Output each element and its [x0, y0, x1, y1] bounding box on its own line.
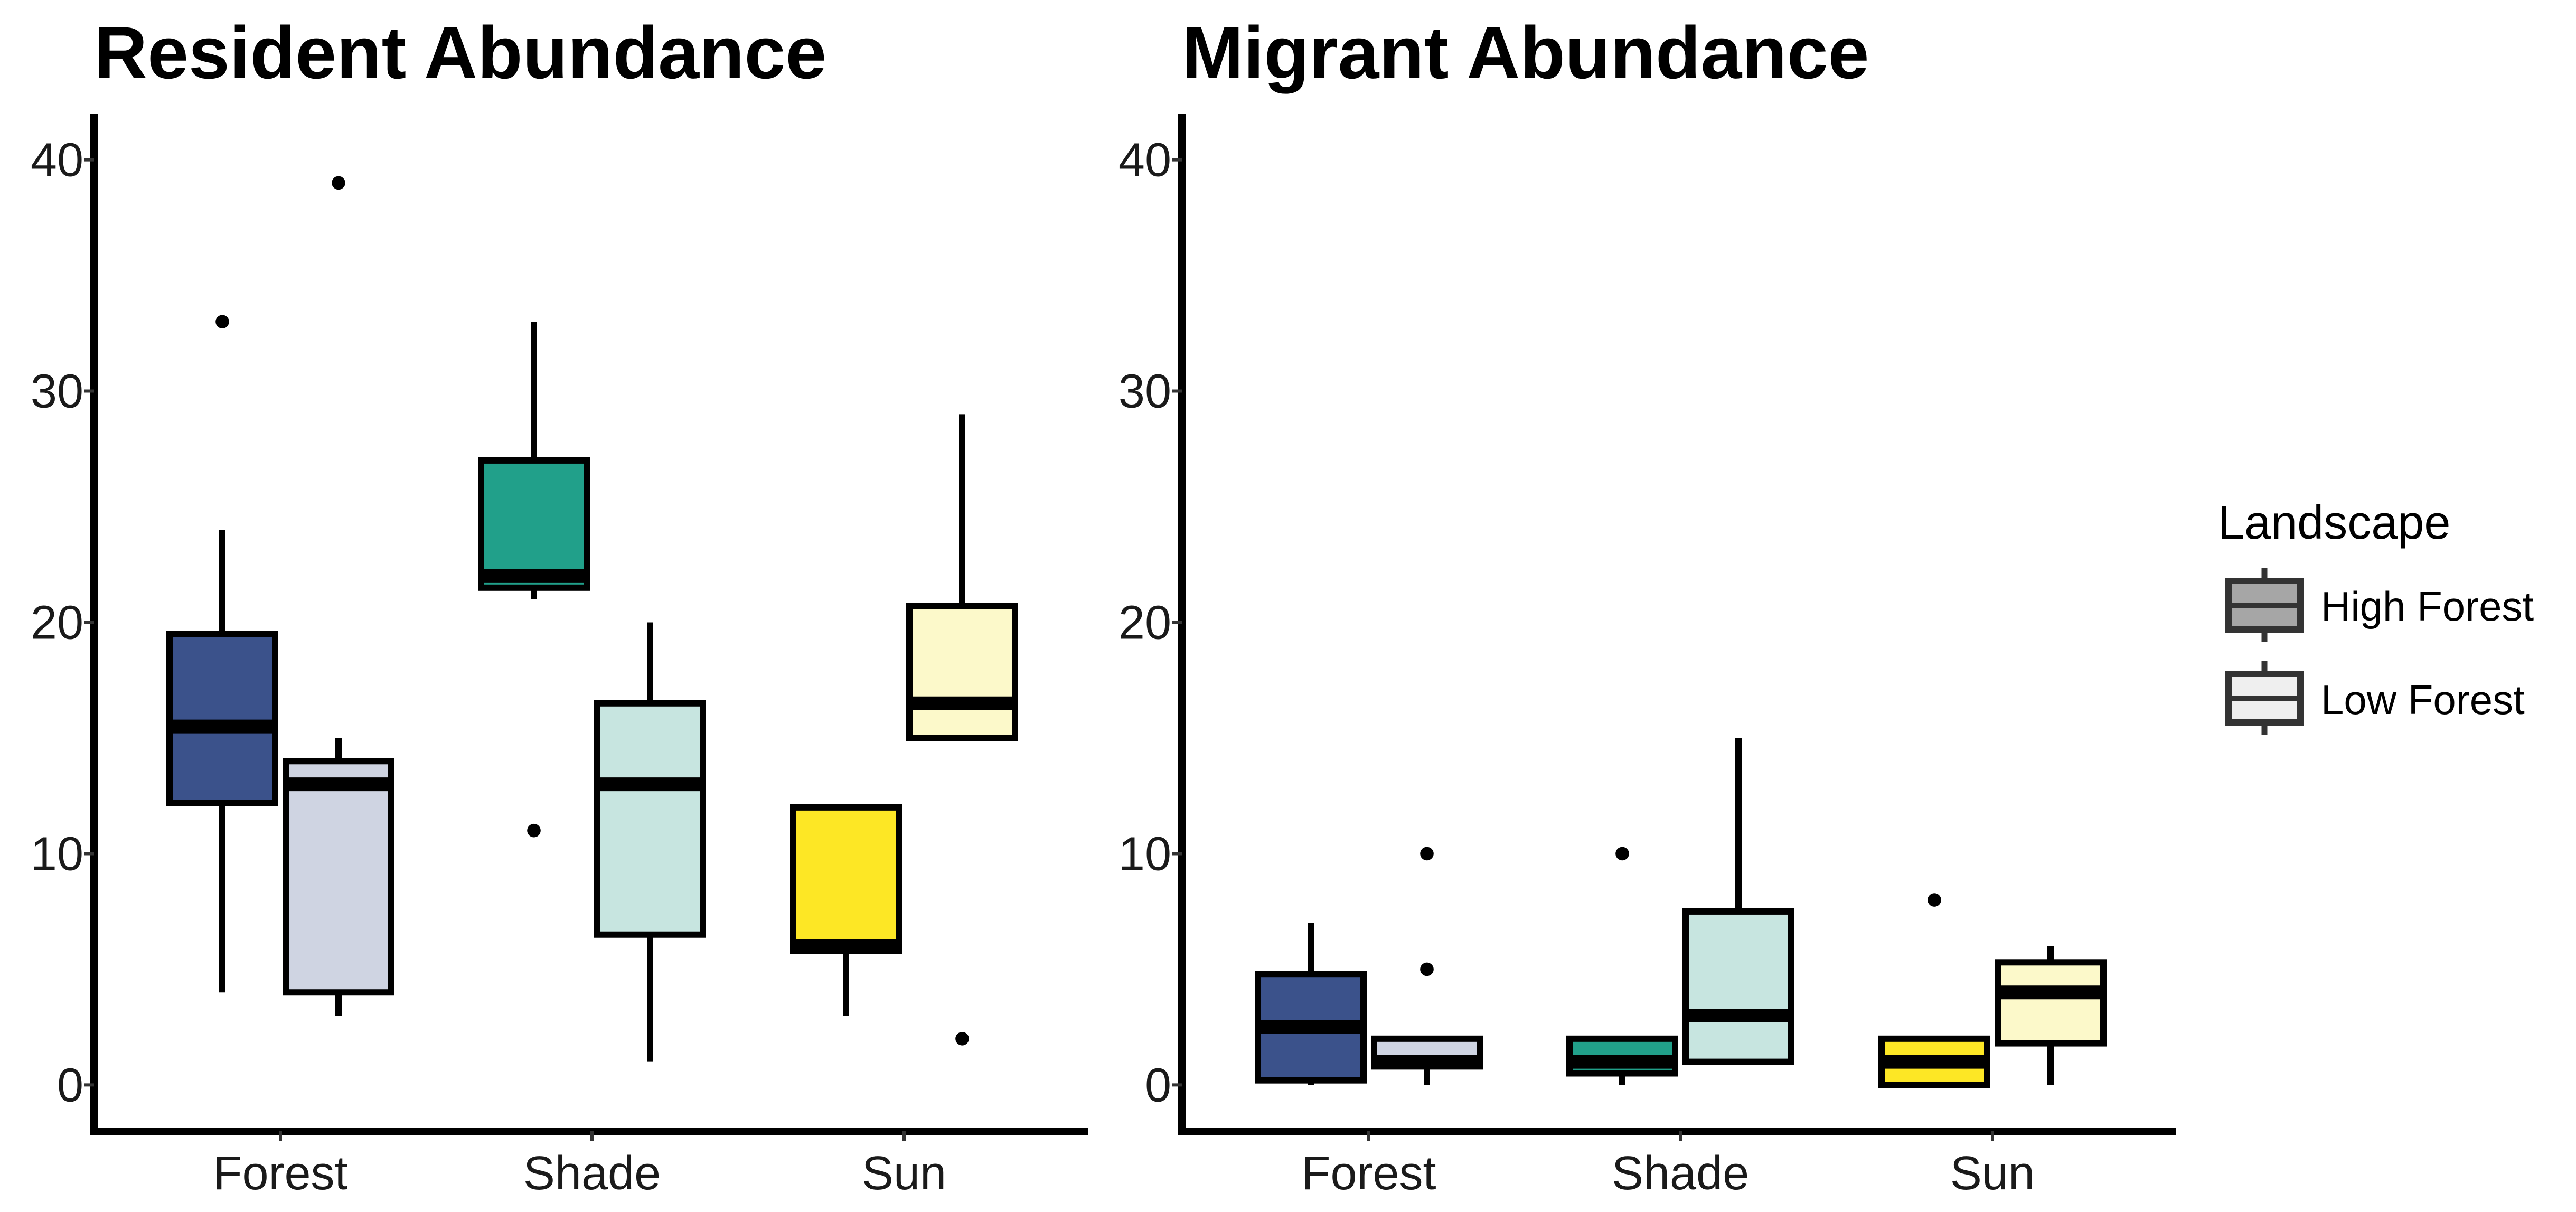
legend-title: Landscape — [2218, 496, 2450, 549]
y-tick-label: 10 — [31, 828, 83, 880]
y-tick-label: 10 — [1118, 828, 1171, 880]
outlier-low-forest-forest — [1420, 847, 1434, 861]
box-low-forest-shade — [1682, 908, 1794, 1065]
y-tick-label: 0 — [1145, 1059, 1171, 1112]
box-low-forest-shade — [594, 700, 706, 938]
y-tick-label: 20 — [31, 597, 83, 650]
legend: Landscape High Forest Low Forest — [2218, 496, 2534, 735]
x-tick-label-sun: Sun — [862, 1147, 946, 1200]
y-tick-label: 30 — [1118, 365, 1171, 418]
x-tick-label-shade: Shade — [1612, 1147, 1749, 1200]
box-low-forest-forest — [283, 758, 394, 996]
y-tick-label: 0 — [57, 1059, 83, 1112]
outlier-high-forest-sun — [1928, 893, 1941, 907]
y-tick-label: 30 — [31, 365, 83, 418]
box-low-forest-sun — [1995, 959, 2107, 1047]
chart-title: Resident Abundance — [94, 11, 826, 94]
x-tick-label-forest: Forest — [213, 1147, 347, 1200]
resident-abundance-panel: Resident Abundance 0 10 20 30 40 Forest Shade Su… — [31, 11, 1088, 1200]
box-low-forest-sun — [906, 603, 1018, 741]
outlier-low-forest-forest — [1420, 962, 1434, 976]
legend-label-low-forest: Low Forest — [2321, 677, 2525, 723]
box-high-forest-sun — [790, 804, 902, 954]
box-high-forest-forest — [166, 631, 278, 806]
legend-label-high-forest: High Forest — [2321, 583, 2534, 630]
legend-key-high-forest — [2225, 568, 2304, 642]
outlier-low-forest-forest — [332, 176, 345, 190]
chart-title: Migrant Abundance — [1182, 11, 1869, 94]
x-tick-label-shade: Shade — [523, 1147, 661, 1200]
x-tick-label-forest: Forest — [1301, 1147, 1436, 1200]
y-tick-label: 40 — [1118, 134, 1171, 187]
x-tick-label-sun: Sun — [1950, 1147, 2035, 1200]
outlier-low-forest-sun — [955, 1032, 969, 1046]
legend-key-low-forest — [2225, 661, 2304, 735]
outlier-high-forest-forest — [215, 315, 229, 328]
migrant-abundance-panel: Migrant Abundance 0 10 20 30 40 Forest Shade Sun — [1118, 11, 2176, 1200]
box-high-forest-shade — [478, 457, 590, 591]
outlier-high-forest-shade — [527, 823, 541, 838]
y-tick-label: 20 — [1118, 597, 1171, 650]
y-tick-label: 40 — [31, 134, 83, 187]
outlier-high-forest-shade — [1615, 847, 1629, 861]
